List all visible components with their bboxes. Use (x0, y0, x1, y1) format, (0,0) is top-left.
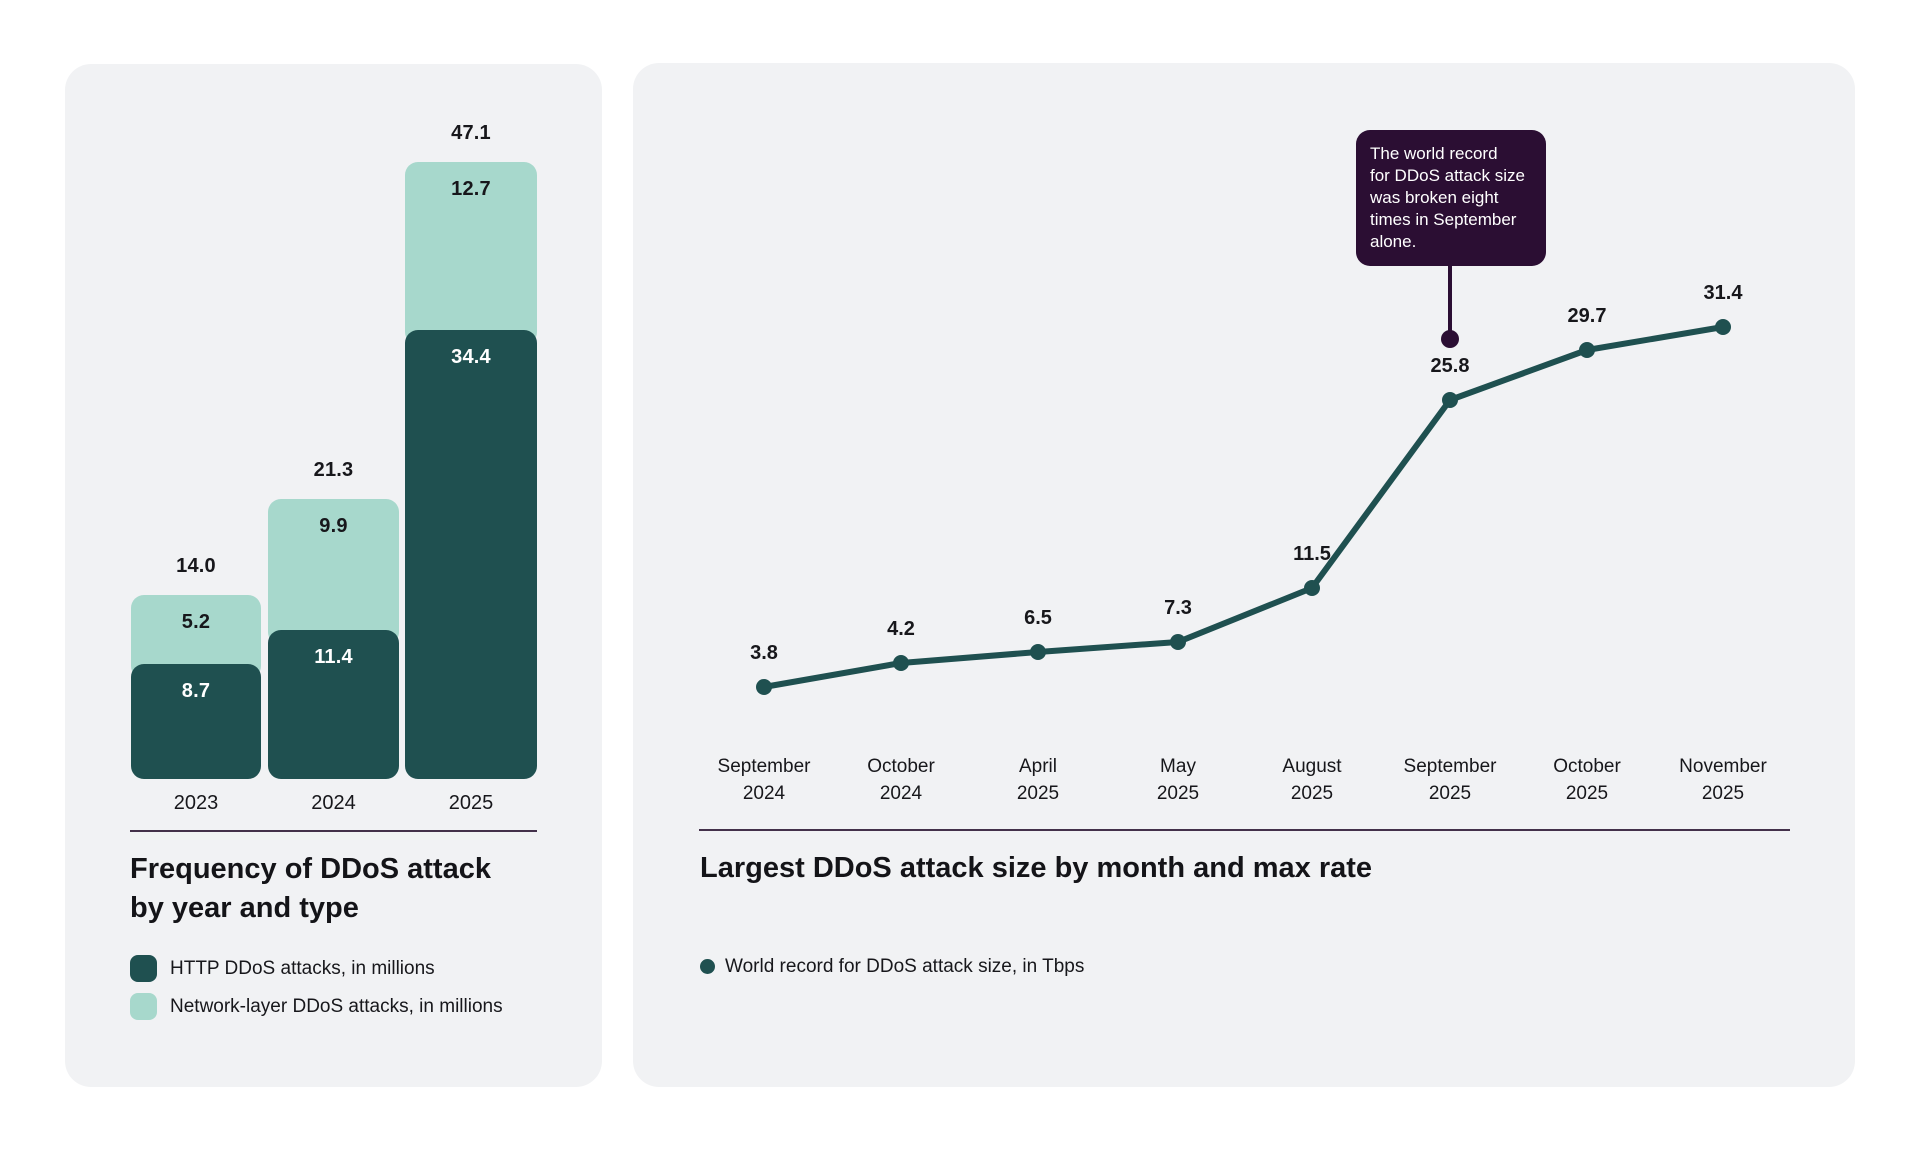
point-value-label: 29.7 (1567, 305, 1607, 327)
bar-total-label: 14.0 (176, 555, 216, 577)
point-value-label: 6.5 (1024, 607, 1052, 629)
line-chart-panel: 3.8 4.2 6.5 7.3 11.5 25.8 29.7 31.4 Sept… (633, 63, 1855, 1087)
year: 2024 (879, 783, 923, 804)
x-axis-year-label-2025: 2025 (448, 792, 494, 814)
month: August (1282, 756, 1342, 777)
x-axis-month-label: May 2025 (1157, 753, 1199, 807)
bar-value-label-network-2024: 9.9 (319, 515, 348, 537)
bar-segment-network-2025 (405, 162, 537, 345)
year: 2025 (1156, 783, 1200, 804)
month: September (1403, 756, 1497, 777)
point-value-label: 31.4 (1703, 282, 1743, 304)
annotation-anchor-dot (1441, 330, 1459, 348)
x-axis-month-label: November 2025 (1679, 753, 1767, 807)
year: 2025 (1290, 783, 1334, 804)
data-point-marker (1304, 580, 1320, 596)
legend-label-world-record: World record for DDoS attack size, in Tb… (725, 956, 1085, 977)
month: May (1160, 756, 1196, 777)
point-value-label: 11.5 (1293, 543, 1331, 565)
point-value-label: 3.8 (750, 642, 778, 664)
x-axis-month-label: April 2025 (1017, 753, 1059, 807)
bar-total-label: 47.1 (451, 122, 491, 144)
x-axis-month-label: September 2025 (1404, 753, 1497, 807)
annotation-tooltip: The world record for DDoS attack size wa… (1356, 130, 1546, 266)
bar-value-label-network-2025: 12.7 (451, 178, 491, 200)
x-axis-month-label: September 2024 (718, 753, 811, 807)
legend-label-http: HTTP DDoS attacks, in millions (170, 958, 435, 979)
bar-value-label-network-2023: 5.2 (181, 611, 211, 633)
bar-value-label-http-2024: 11.4 (314, 646, 353, 668)
bar-total-label: 21.3 (313, 459, 354, 481)
point-value-label: 25.8 (1430, 355, 1470, 377)
bar-segment-network-2024 (268, 499, 399, 645)
data-point-marker (893, 655, 909, 671)
data-point-marker (1715, 319, 1731, 335)
year: 2025 (1565, 783, 1609, 804)
data-point-marker (1170, 634, 1186, 650)
line-chart (756, 319, 1731, 695)
data-point-marker (756, 679, 772, 695)
legend-swatch-http-icon (130, 955, 157, 982)
legend-swatch-network-icon (130, 993, 157, 1020)
month: April (1018, 756, 1057, 777)
bar-chart-title: Frequency of DDoS attack by year and typ… (130, 850, 570, 928)
bar-chart-title-line1: Frequency of DDoS attack (130, 853, 491, 885)
bar-value-label-http-2025: 34.4 (451, 346, 491, 368)
x-axis-month-label: August 2025 (1282, 753, 1341, 807)
x-axis-year-label-2023: 2023 (173, 792, 219, 814)
x-axis-month-label: October 2025 (1553, 753, 1621, 807)
line-chart-title: Largest DDoS attack size by month and ma… (700, 849, 1600, 888)
year: 2024 (742, 783, 786, 804)
month: October (1553, 756, 1621, 777)
data-point-marker (1030, 644, 1046, 660)
month: September (717, 756, 811, 777)
line-series (761, 324, 1726, 690)
bar-chart-title-line2: by year and type (130, 892, 359, 924)
year: 2025 (1016, 783, 1060, 804)
legend-dot-world-record-icon (700, 959, 715, 974)
bar-chart-divider (130, 830, 537, 832)
line-chart-divider (699, 829, 1790, 831)
month: November (1679, 756, 1767, 777)
year: 2025 (1428, 783, 1472, 804)
bar-segment-http-2024 (268, 630, 399, 779)
x-axis-year-label-2024: 2024 (311, 792, 356, 814)
bar-value-label-http-2023: 8.7 (181, 680, 211, 702)
annotation-line: The world record (1370, 144, 1498, 163)
line-chart-title-text: Largest DDoS attack size by month and ma… (700, 852, 1373, 884)
point-value-label: 4.2 (887, 618, 915, 640)
annotation-line: alone. (1370, 232, 1417, 251)
legend-label-network: Network-layer DDoS attacks, in millions (170, 996, 503, 1017)
data-point-marker (1442, 392, 1458, 408)
annotation-line: times in September (1370, 210, 1517, 229)
bar-segment-http-2023 (131, 664, 261, 779)
point-value-label: 7.3 (1164, 597, 1192, 619)
year: 2025 (1701, 783, 1745, 804)
x-axis-month-label: October 2024 (867, 753, 935, 807)
annotation-line: was broken eight (1370, 188, 1499, 207)
annotation-stem (1448, 262, 1452, 335)
data-point-marker (1579, 342, 1595, 358)
bar-chart-panel: 14.0 5.2 8.7 2023 21.3 9.9 11.4 2024 47.… (65, 64, 602, 1087)
month: October (867, 756, 935, 777)
bar-segment-http-2025 (405, 330, 537, 779)
annotation-line: for DDoS attack size (1370, 166, 1525, 185)
